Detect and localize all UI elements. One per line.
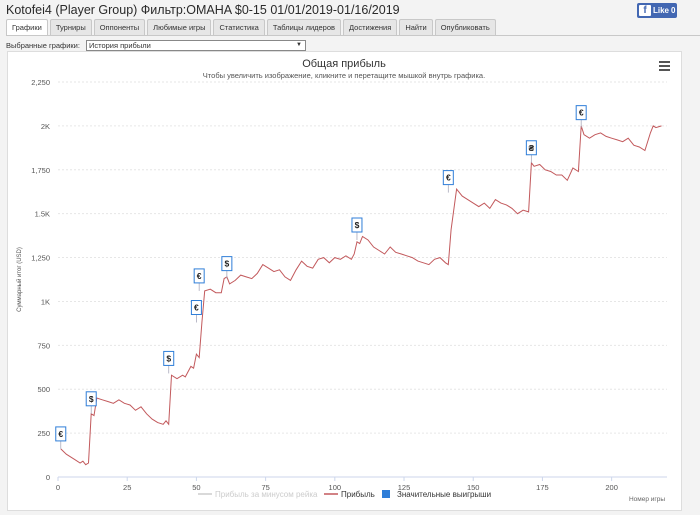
profit-chart[interactable]: Общая прибыль Чтобы увеличить изображени… (8, 52, 681, 510)
x-tick-label: 150 (467, 483, 480, 492)
flag-box (442, 170, 454, 186)
x-tick-label: 175 (536, 483, 549, 492)
flag-symbol: $ (89, 394, 94, 404)
legend-item[interactable]: Значительные выигрыши (382, 490, 491, 499)
flag-box (55, 426, 67, 442)
significant-win-flag[interactable]: € (190, 300, 202, 323)
legend-label: Прибыль (341, 490, 375, 499)
tab-opponents[interactable]: Оппоненты (93, 19, 146, 35)
flag-symbol: € (58, 429, 63, 439)
flag-box (221, 256, 233, 272)
y-axis-label: Суммарный итог (USD) (16, 247, 23, 312)
flag-box (193, 268, 205, 284)
y-tick-label: 2,250 (31, 78, 50, 87)
flag-symbol: ₴ (529, 143, 535, 153)
x-tick-label: 200 (605, 483, 618, 492)
flag-box (575, 105, 587, 121)
menu-icon[interactable] (659, 61, 670, 71)
x-tick-label: 25 (123, 483, 131, 492)
flag-symbol: € (579, 108, 584, 118)
tab-leaderboards[interactable]: Таблицы лидеров (266, 19, 342, 35)
flag-symbol: € (194, 303, 199, 313)
graph-select-value: История прибыли (88, 41, 151, 50)
flag-symbol: $ (224, 259, 229, 269)
tab-bar: Графики Турниры Оппоненты Любимые игры С… (6, 19, 498, 35)
series-line-profit (60, 125, 662, 466)
chart-subtitle: Чтобы увеличить изображение, кликните и … (203, 71, 485, 80)
flag-symbol: € (446, 173, 451, 183)
flag-symbol: $ (166, 353, 171, 363)
menu-icon-bar (659, 65, 670, 67)
x-tick-label: 125 (398, 483, 411, 492)
flag-box (163, 350, 175, 366)
significant-win-flag[interactable]: $ (221, 256, 233, 279)
page-title: Kotofei4 (Player Group) Фильтр:OMAHA $0-… (6, 3, 400, 17)
graph-selector-label: Выбранные графики: (6, 41, 80, 50)
tab-statistics[interactable]: Статистика (213, 19, 265, 35)
y-tick-label: 1,750 (31, 166, 50, 175)
facebook-like-button[interactable]: f Like 0 (637, 3, 677, 18)
flag-symbol: $ (355, 220, 360, 230)
x-tick-label: 0 (56, 483, 60, 492)
significant-win-flag[interactable]: ₴ (525, 140, 537, 163)
y-tick-label: 1,250 (31, 254, 50, 263)
x-tick-label: 50 (192, 483, 200, 492)
y-tick-label: 2K (41, 122, 50, 131)
significant-win-flag[interactable]: € (55, 426, 67, 449)
flag-symbol: € (197, 271, 202, 281)
tab-publish[interactable]: Опубликовать (434, 19, 496, 35)
significant-win-flag[interactable]: $ (163, 350, 175, 374)
legend-label: Значительные выигрыши (397, 490, 491, 499)
flag-box (85, 391, 97, 407)
tab-achievements[interactable]: Достижения (343, 19, 398, 35)
graph-select[interactable]: История прибыли ▼ (85, 40, 306, 51)
graph-selector-row: Выбранные графики: История прибыли ▼ (6, 40, 306, 51)
x-axis-label: Номер игры (629, 496, 665, 503)
y-tick-label: 750 (37, 341, 50, 350)
x-tick-label: 75 (261, 483, 269, 492)
facebook-icon: f (639, 5, 651, 16)
tab-graphs[interactable]: Графики (6, 19, 48, 35)
legend-label: Прибыль за минусом рейка (215, 490, 318, 499)
significant-win-flag[interactable]: € (575, 105, 587, 128)
significant-win-flag[interactable]: € (442, 170, 454, 193)
facebook-like-label: Like (653, 6, 670, 15)
x-tick-label: 100 (329, 483, 342, 492)
y-tick-label: 250 (37, 429, 50, 438)
flag-box (525, 140, 537, 156)
significant-win-flag[interactable]: € (193, 268, 205, 291)
legend-item[interactable]: Прибыль за минусом рейка (198, 490, 318, 499)
y-tick-label: 500 (37, 385, 50, 394)
flag-box (190, 300, 202, 316)
tab-find[interactable]: Найти (399, 19, 433, 35)
facebook-like-count: 0 (671, 6, 676, 15)
significant-win-flag[interactable]: $ (351, 217, 363, 240)
tab-divider (6, 35, 700, 36)
y-tick-label: 0 (46, 473, 50, 482)
menu-icon-bar (659, 61, 670, 63)
legend-item[interactable]: Прибыль (324, 490, 375, 499)
y-tick-label: 1.5K (35, 210, 50, 219)
y-tick-label: 1K (41, 297, 50, 306)
tab-favorite-games[interactable]: Любимые игры (147, 19, 212, 35)
chart-container[interactable]: Общая прибыль Чтобы увеличить изображени… (7, 51, 682, 511)
menu-icon-bar (659, 69, 670, 71)
chart-title: Общая прибыль (302, 58, 386, 70)
legend-symbol (382, 490, 390, 498)
tab-tournaments[interactable]: Турниры (49, 19, 92, 35)
chevron-down-icon: ▼ (296, 42, 302, 48)
significant-win-flag[interactable]: $ (85, 391, 97, 414)
flag-box (351, 217, 363, 233)
